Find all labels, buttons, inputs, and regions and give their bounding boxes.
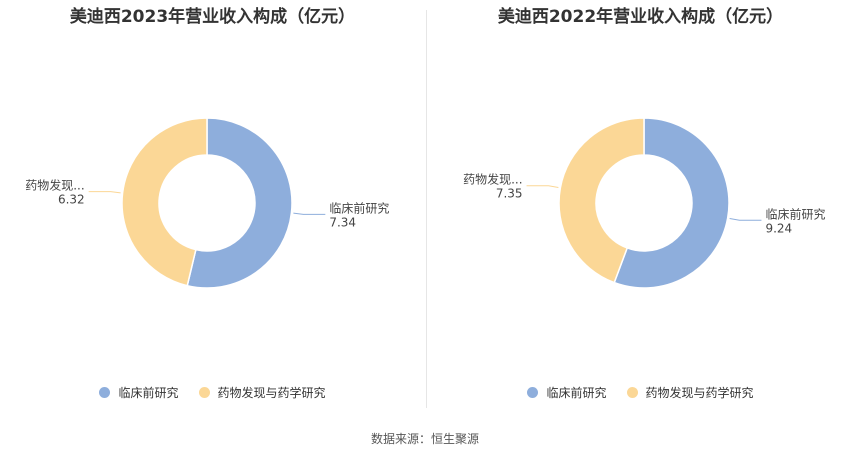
legend-label: 药物发现与药学研究 — [217, 386, 326, 400]
legend-label: 临床前研究 — [546, 386, 607, 400]
data-label-name: 临床前研究 — [329, 200, 389, 215]
legend-swatch — [626, 387, 638, 398]
data-label-name: 药物发现... — [25, 178, 84, 193]
chart-panel-2023: 美迪西2023年营业收入构成（亿元） 临床前研究 7.34 药物发现... 6.32 … — [0, 0, 425, 410]
chart-title: 美迪西2023年营业收入构成（亿元） — [69, 7, 356, 27]
donut-slice-0[interactable] — [613, 117, 730, 289]
chart-panel-2022: 美迪西2022年营业收入构成（亿元） 临床前研究 9.24 药物发现... 7.35 … — [428, 0, 850, 410]
legend-item-preclinical[interactable]: 临床前研究 — [527, 384, 607, 401]
data-label-value: 7.35 — [496, 187, 523, 201]
data-label-value: 9.24 — [765, 221, 792, 235]
legend-label: 临床前研究 — [118, 386, 179, 400]
data-source-note: 数据来源：恒生聚源 — [370, 432, 479, 446]
label-leader-line — [293, 212, 326, 215]
legend-swatch — [99, 387, 111, 398]
donut-slice-0[interactable] — [186, 117, 293, 289]
label-leader-line — [729, 217, 762, 221]
data-label-value: 6.32 — [58, 193, 85, 207]
legend: 临床前研究 药物发现与药学研究 — [428, 384, 850, 401]
donut-slice-1[interactable] — [121, 117, 208, 287]
label-leader-line — [526, 185, 559, 189]
legend: 临床前研究 药物发现与药学研究 — [0, 384, 425, 401]
legend-swatch — [198, 387, 210, 398]
legend-item-drug-discovery[interactable]: 药物发现与药学研究 — [626, 384, 754, 401]
data-label-name: 临床前研究 — [765, 206, 825, 221]
data-label-value: 7.34 — [329, 215, 356, 229]
donut-slice-1[interactable] — [558, 117, 645, 284]
label-leader-line — [88, 191, 121, 194]
legend-swatch — [527, 387, 539, 398]
chart-title: 美迪西2022年营业收入构成（亿元） — [497, 7, 784, 27]
legend-item-drug-discovery[interactable]: 药物发现与药学研究 — [198, 384, 326, 401]
panel-divider — [426, 10, 427, 408]
legend-label: 药物发现与药学研究 — [645, 386, 754, 400]
legend-item-preclinical[interactable]: 临床前研究 — [99, 384, 179, 401]
data-label-name: 药物发现... — [463, 172, 522, 187]
